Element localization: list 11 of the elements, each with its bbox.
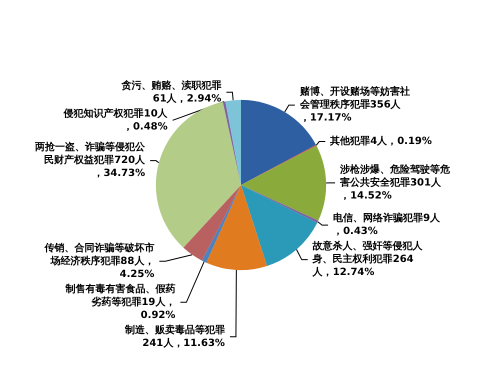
slice-label: 侵犯知识产权犯罪10人，0.48% [62,107,169,132]
slice-label: 传销、合同诈骗等破坏市场经济秩序犯罪88人，4.25% [43,242,154,280]
slice-label: 涉枪涉爆、危险驾驶等危害公共安全犯罪301人，14.52% [339,163,450,202]
slice-label: 其他犯罪4人，0.19% [329,135,432,148]
slice-label: 制售有毒有害食品、假药劣药等犯罪19人，0.92% [64,282,176,321]
slice-label: 赌博、开设赌场等妨害社会管理秩序犯罪356人，17.17% [298,86,410,124]
slice-label: 贪污、贿赂、渎职犯罪61人，2.94% [120,79,222,104]
slice-label: 两抢一盗、诈骗等侵犯公民财产权益犯罪720人，34.73% [34,141,146,180]
slice-label: 制造、贩卖毒品等犯罪241人，11.63% [124,324,225,349]
slice-label: 电信、网络诈骗犯罪9人，0.43% [333,212,442,238]
slice-label: 故意杀人、强奸等侵犯人身、民主权利犯罪264人，12.74% [312,240,424,278]
